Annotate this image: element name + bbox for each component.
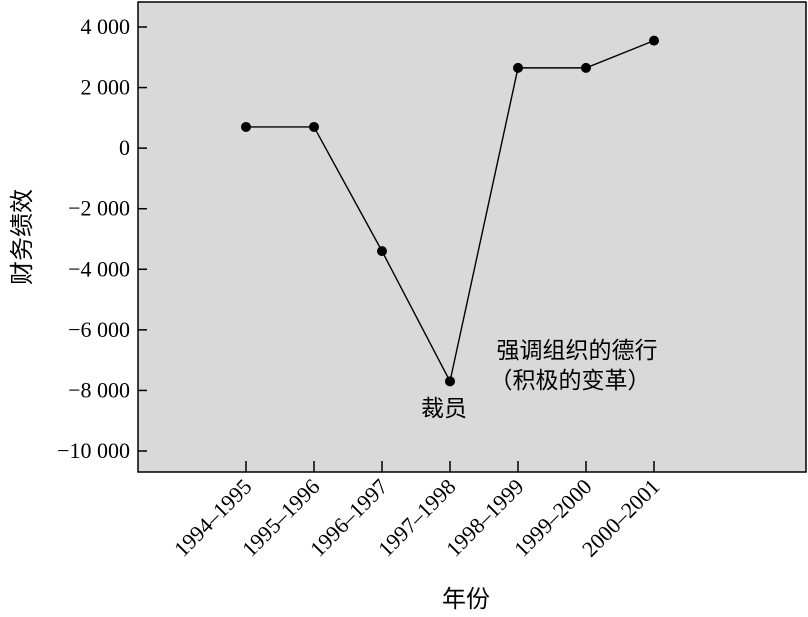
y-tick-label: 0 (119, 135, 130, 160)
y-tick-label: −10 000 (57, 438, 130, 463)
annotation-text: 裁员 (421, 396, 467, 422)
annotation-text: （积极的变革） (490, 368, 651, 394)
y-tick-label: −2 000 (68, 196, 130, 221)
x-axis: 1994–19951995–19961996–19971997–19981998… (169, 461, 665, 562)
series-layer (241, 35, 659, 387)
data-point (241, 121, 251, 132)
y-tick-label: 2 000 (81, 75, 131, 100)
data-point (445, 376, 455, 387)
data-point (377, 246, 387, 257)
plot-area (137, 1, 807, 473)
data-point (513, 62, 523, 73)
y-axis: 4 000 2 000 0 −2 000 −4 000 −6 000 −8 000 −10 0… (57, 14, 147, 463)
y-tick-label: 4 000 (81, 14, 131, 39)
annotation-text: 强调组织的德行 (497, 338, 658, 364)
data-point (649, 35, 659, 46)
data-point (581, 62, 591, 73)
y-tick-label: −8 000 (68, 377, 130, 402)
y-axis-title: 财务绩效 (8, 189, 36, 285)
annotation-layer: 裁员 强调组织的德行 （积极的变革） (421, 338, 658, 422)
y-tick-label: −4 000 (68, 256, 130, 281)
y-tick-label: −6 000 (68, 317, 130, 342)
data-point (309, 121, 319, 132)
x-axis-title: 年份 (442, 585, 490, 613)
